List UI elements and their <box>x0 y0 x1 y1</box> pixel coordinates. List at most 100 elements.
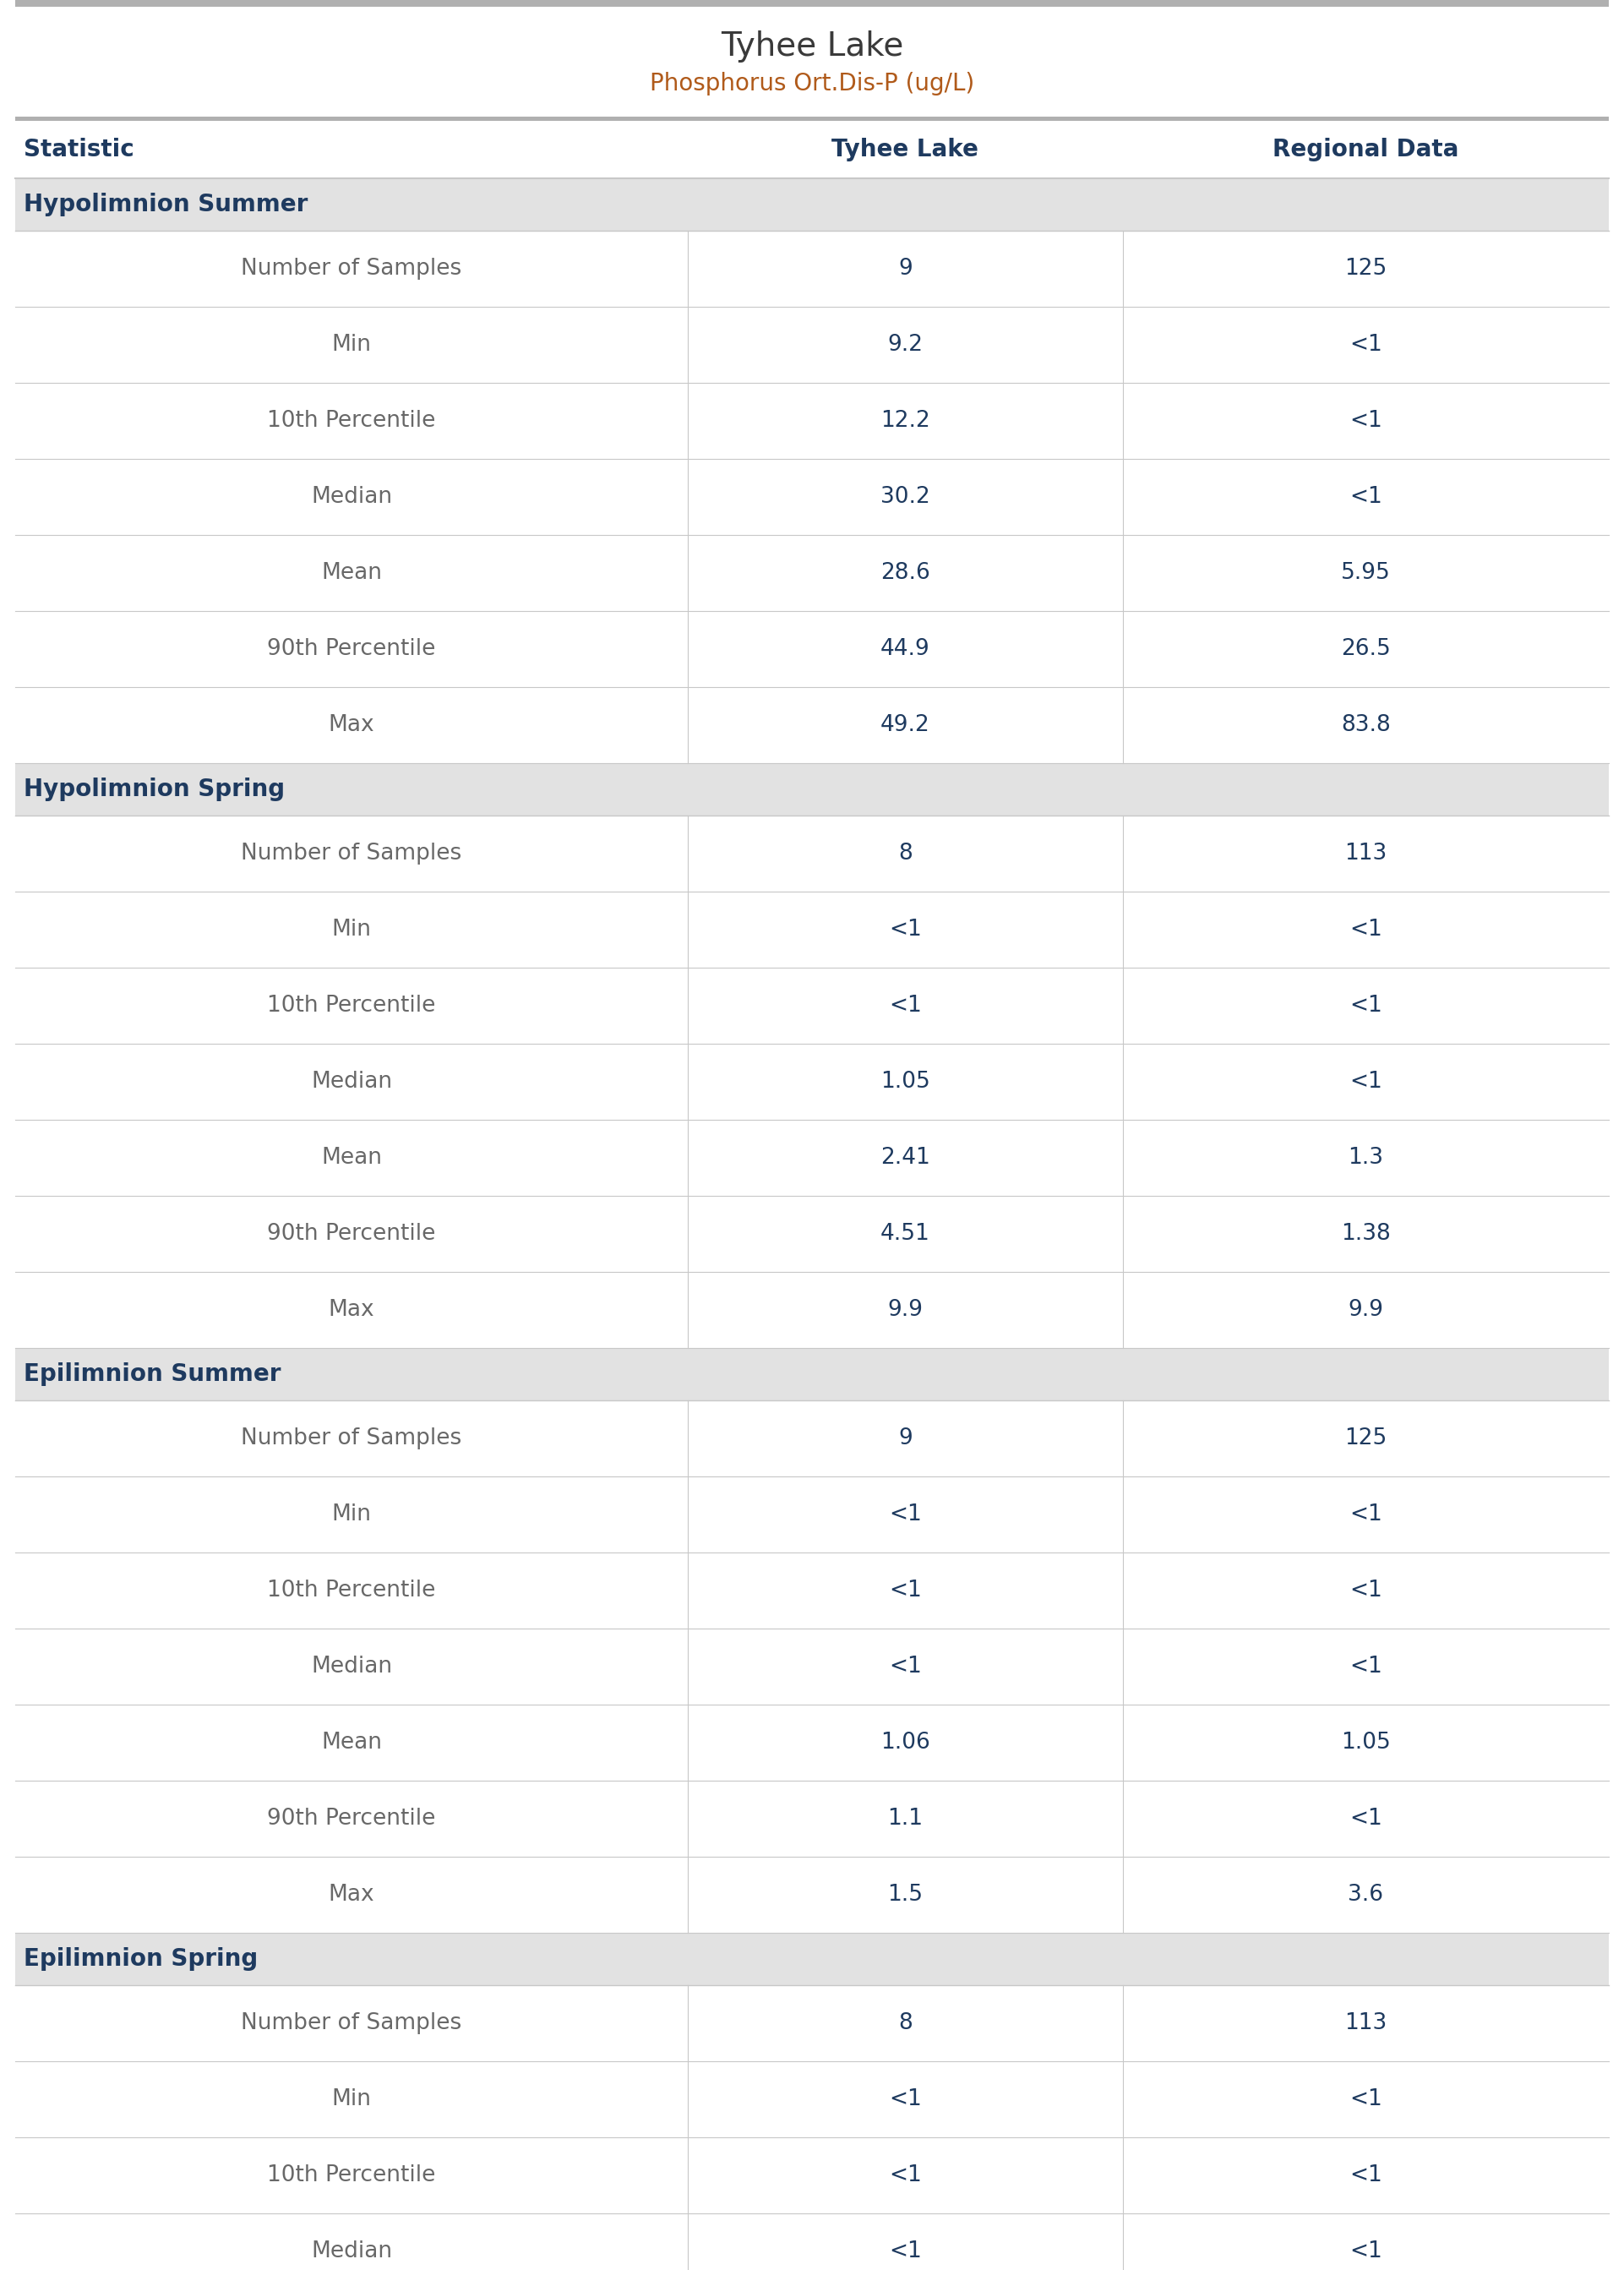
Text: 113: 113 <box>1345 842 1387 865</box>
Text: <1: <1 <box>1350 1071 1382 1092</box>
Text: <1: <1 <box>888 2163 921 2186</box>
Text: 10th Percentile: 10th Percentile <box>268 1580 435 1603</box>
Text: Max: Max <box>328 1298 375 1321</box>
Text: Tyhee Lake: Tyhee Lake <box>721 30 903 61</box>
Bar <box>15 1857 1609 1932</box>
Text: Mean: Mean <box>322 1732 382 1755</box>
Bar <box>15 536 1609 611</box>
Text: Phosphorus Ort.Dis-P (ug/L): Phosphorus Ort.Dis-P (ug/L) <box>650 73 974 95</box>
Text: <1: <1 <box>1350 334 1382 356</box>
Bar <box>15 2138 1609 2213</box>
Text: Min: Min <box>331 919 372 940</box>
Bar <box>15 1119 1609 1196</box>
Text: 1.1: 1.1 <box>887 1807 922 1830</box>
Bar <box>15 1628 1609 1705</box>
Text: Epilimnion Summer: Epilimnion Summer <box>24 1362 281 1387</box>
Text: 28.6: 28.6 <box>880 563 931 583</box>
Text: 9: 9 <box>898 259 913 279</box>
Text: 90th Percentile: 90th Percentile <box>268 638 435 661</box>
Text: 3.6: 3.6 <box>1348 1884 1384 1907</box>
Text: <1: <1 <box>1350 1807 1382 1830</box>
Text: 113: 113 <box>1345 2011 1387 2034</box>
Text: <1: <1 <box>1350 2163 1382 2186</box>
Text: <1: <1 <box>1350 486 1382 508</box>
Text: <1: <1 <box>888 2240 921 2263</box>
Text: 44.9: 44.9 <box>880 638 931 661</box>
Bar <box>15 179 1609 232</box>
Text: 8: 8 <box>898 842 913 865</box>
Text: Min: Min <box>331 2088 372 2111</box>
Bar <box>15 1271 1609 1348</box>
Text: 4.51: 4.51 <box>880 1224 931 1244</box>
Text: <1: <1 <box>888 1503 921 1525</box>
Text: Mean: Mean <box>322 1146 382 1169</box>
Bar <box>15 2061 1609 2138</box>
Text: <1: <1 <box>1350 2240 1382 2263</box>
Text: Max: Max <box>328 715 375 735</box>
Text: 9: 9 <box>898 1428 913 1448</box>
Bar <box>15 1932 1609 1986</box>
Text: <1: <1 <box>888 1580 921 1603</box>
Text: 1.5: 1.5 <box>887 1884 922 1907</box>
Text: 49.2: 49.2 <box>880 715 931 735</box>
Text: <1: <1 <box>1350 2088 1382 2111</box>
Bar <box>15 611 1609 688</box>
Bar <box>15 688 1609 763</box>
Text: Max: Max <box>328 1884 375 1907</box>
Text: 1.05: 1.05 <box>880 1071 931 1092</box>
Text: Median: Median <box>310 1655 391 1678</box>
Bar <box>15 459 1609 536</box>
Text: <1: <1 <box>1350 1580 1382 1603</box>
Bar <box>15 384 1609 459</box>
Text: 10th Percentile: 10th Percentile <box>268 994 435 1017</box>
Text: Number of Samples: Number of Samples <box>240 1428 461 1448</box>
Text: <1: <1 <box>1350 1655 1382 1678</box>
Text: 30.2: 30.2 <box>880 486 931 508</box>
Text: 10th Percentile: 10th Percentile <box>268 411 435 431</box>
Text: 12.2: 12.2 <box>880 411 931 431</box>
Bar <box>15 7 1609 116</box>
Text: 9.9: 9.9 <box>1348 1298 1384 1321</box>
Text: <1: <1 <box>1350 994 1382 1017</box>
Bar <box>15 116 1609 120</box>
Bar <box>15 1476 1609 1553</box>
Text: 26.5: 26.5 <box>1341 638 1390 661</box>
Bar <box>15 1348 1609 1401</box>
Bar <box>15 306 1609 384</box>
Text: <1: <1 <box>1350 919 1382 940</box>
Bar <box>15 967 1609 1044</box>
Text: <1: <1 <box>888 1655 921 1678</box>
Bar <box>15 232 1609 306</box>
Text: Number of Samples: Number of Samples <box>240 2011 461 2034</box>
Text: 83.8: 83.8 <box>1341 715 1390 735</box>
Text: 9.9: 9.9 <box>887 1298 922 1321</box>
Text: Statistic: Statistic <box>24 138 135 161</box>
Bar <box>15 1401 1609 1476</box>
Text: <1: <1 <box>1350 411 1382 431</box>
Text: 125: 125 <box>1345 259 1387 279</box>
Text: 90th Percentile: 90th Percentile <box>268 1807 435 1830</box>
Bar <box>15 0 1609 7</box>
Bar <box>15 1986 1609 2061</box>
Text: Min: Min <box>331 334 372 356</box>
Text: 90th Percentile: 90th Percentile <box>268 1224 435 1244</box>
Bar <box>15 1705 1609 1780</box>
Text: 10th Percentile: 10th Percentile <box>268 2163 435 2186</box>
Bar <box>15 1553 1609 1628</box>
Text: 1.06: 1.06 <box>880 1732 931 1755</box>
Text: Number of Samples: Number of Samples <box>240 259 461 279</box>
Bar <box>15 815 1609 892</box>
Text: 8: 8 <box>898 2011 913 2034</box>
Text: 125: 125 <box>1345 1428 1387 1448</box>
Text: Min: Min <box>331 1503 372 1525</box>
Text: Hypolimnion Spring: Hypolimnion Spring <box>24 779 284 801</box>
Text: Regional Data: Regional Data <box>1273 138 1458 161</box>
Text: 1.38: 1.38 <box>1341 1224 1390 1244</box>
Bar <box>15 1196 1609 1271</box>
Bar <box>15 120 1609 179</box>
Text: <1: <1 <box>1350 1503 1382 1525</box>
Bar <box>15 763 1609 815</box>
Text: 9.2: 9.2 <box>887 334 922 356</box>
Text: Median: Median <box>310 2240 391 2263</box>
Bar <box>15 1780 1609 1857</box>
